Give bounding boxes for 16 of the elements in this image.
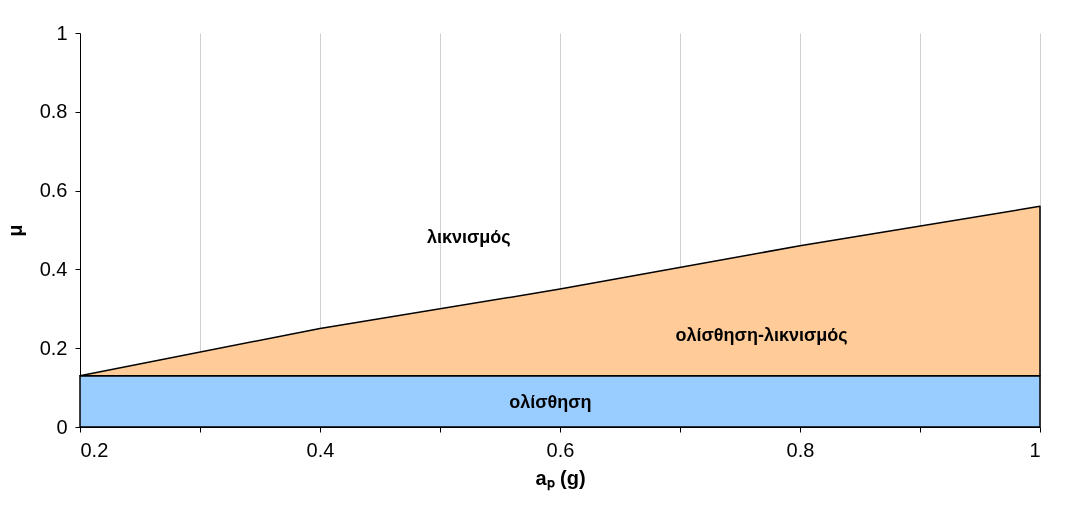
y-tick-label: 0.6 xyxy=(39,179,68,202)
annotation: λικνισμός xyxy=(426,226,511,247)
y-tick-label: 1 xyxy=(56,21,68,44)
y-tick-label: 0.2 xyxy=(39,336,68,359)
annotation: ολίσθηση-λικνισμός xyxy=(675,325,848,346)
y-tick-label: 0 xyxy=(56,415,68,438)
x-tick-label: 1 xyxy=(1029,438,1041,461)
annotation: ολίσθηση xyxy=(509,392,592,413)
x-tick-label: 0.2 xyxy=(80,438,109,461)
y-tick-label: 0.4 xyxy=(39,257,68,280)
x-tick-label: 0.4 xyxy=(306,438,335,461)
x-axis-title: aₚ (g) xyxy=(535,466,586,491)
y-axis-title: μ xyxy=(3,224,26,237)
x-tick-label: 0.6 xyxy=(546,438,575,461)
y-tick-label: 0.8 xyxy=(39,100,68,123)
x-tick-label: 0.8 xyxy=(786,438,815,461)
